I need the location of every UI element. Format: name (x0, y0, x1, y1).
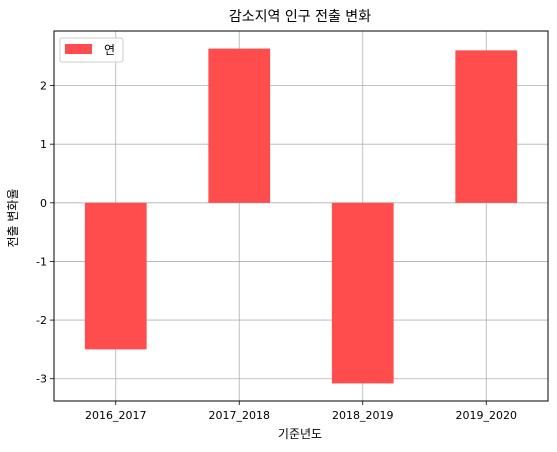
bar (455, 50, 517, 202)
y-tick-label: -3 (36, 373, 47, 386)
bar (208, 49, 270, 203)
y-axis-title: 전출 변화율 (6, 188, 20, 247)
y-tick-label: -1 (36, 255, 47, 268)
y-tick-label: 1 (40, 138, 47, 151)
chart-title: 감소지역 인구 전출 변화 (229, 9, 371, 25)
x-tick-label: 2018_2019 (332, 409, 394, 422)
legend-label: 연 (104, 43, 115, 57)
x-axis-title: 기준년도 (278, 427, 322, 441)
x-tick-label: 2019_2020 (456, 409, 518, 422)
x-tick-label: 2017_2018 (209, 409, 271, 422)
legend-swatch (65, 44, 92, 54)
y-tick-label: -2 (36, 314, 47, 327)
y-tick-label: 0 (40, 197, 47, 210)
x-tick-label: 2016_2017 (85, 409, 147, 422)
y-tick-label: 2 (40, 80, 47, 93)
bar (85, 203, 147, 350)
bar (332, 203, 394, 384)
legend: 연 (60, 38, 123, 62)
